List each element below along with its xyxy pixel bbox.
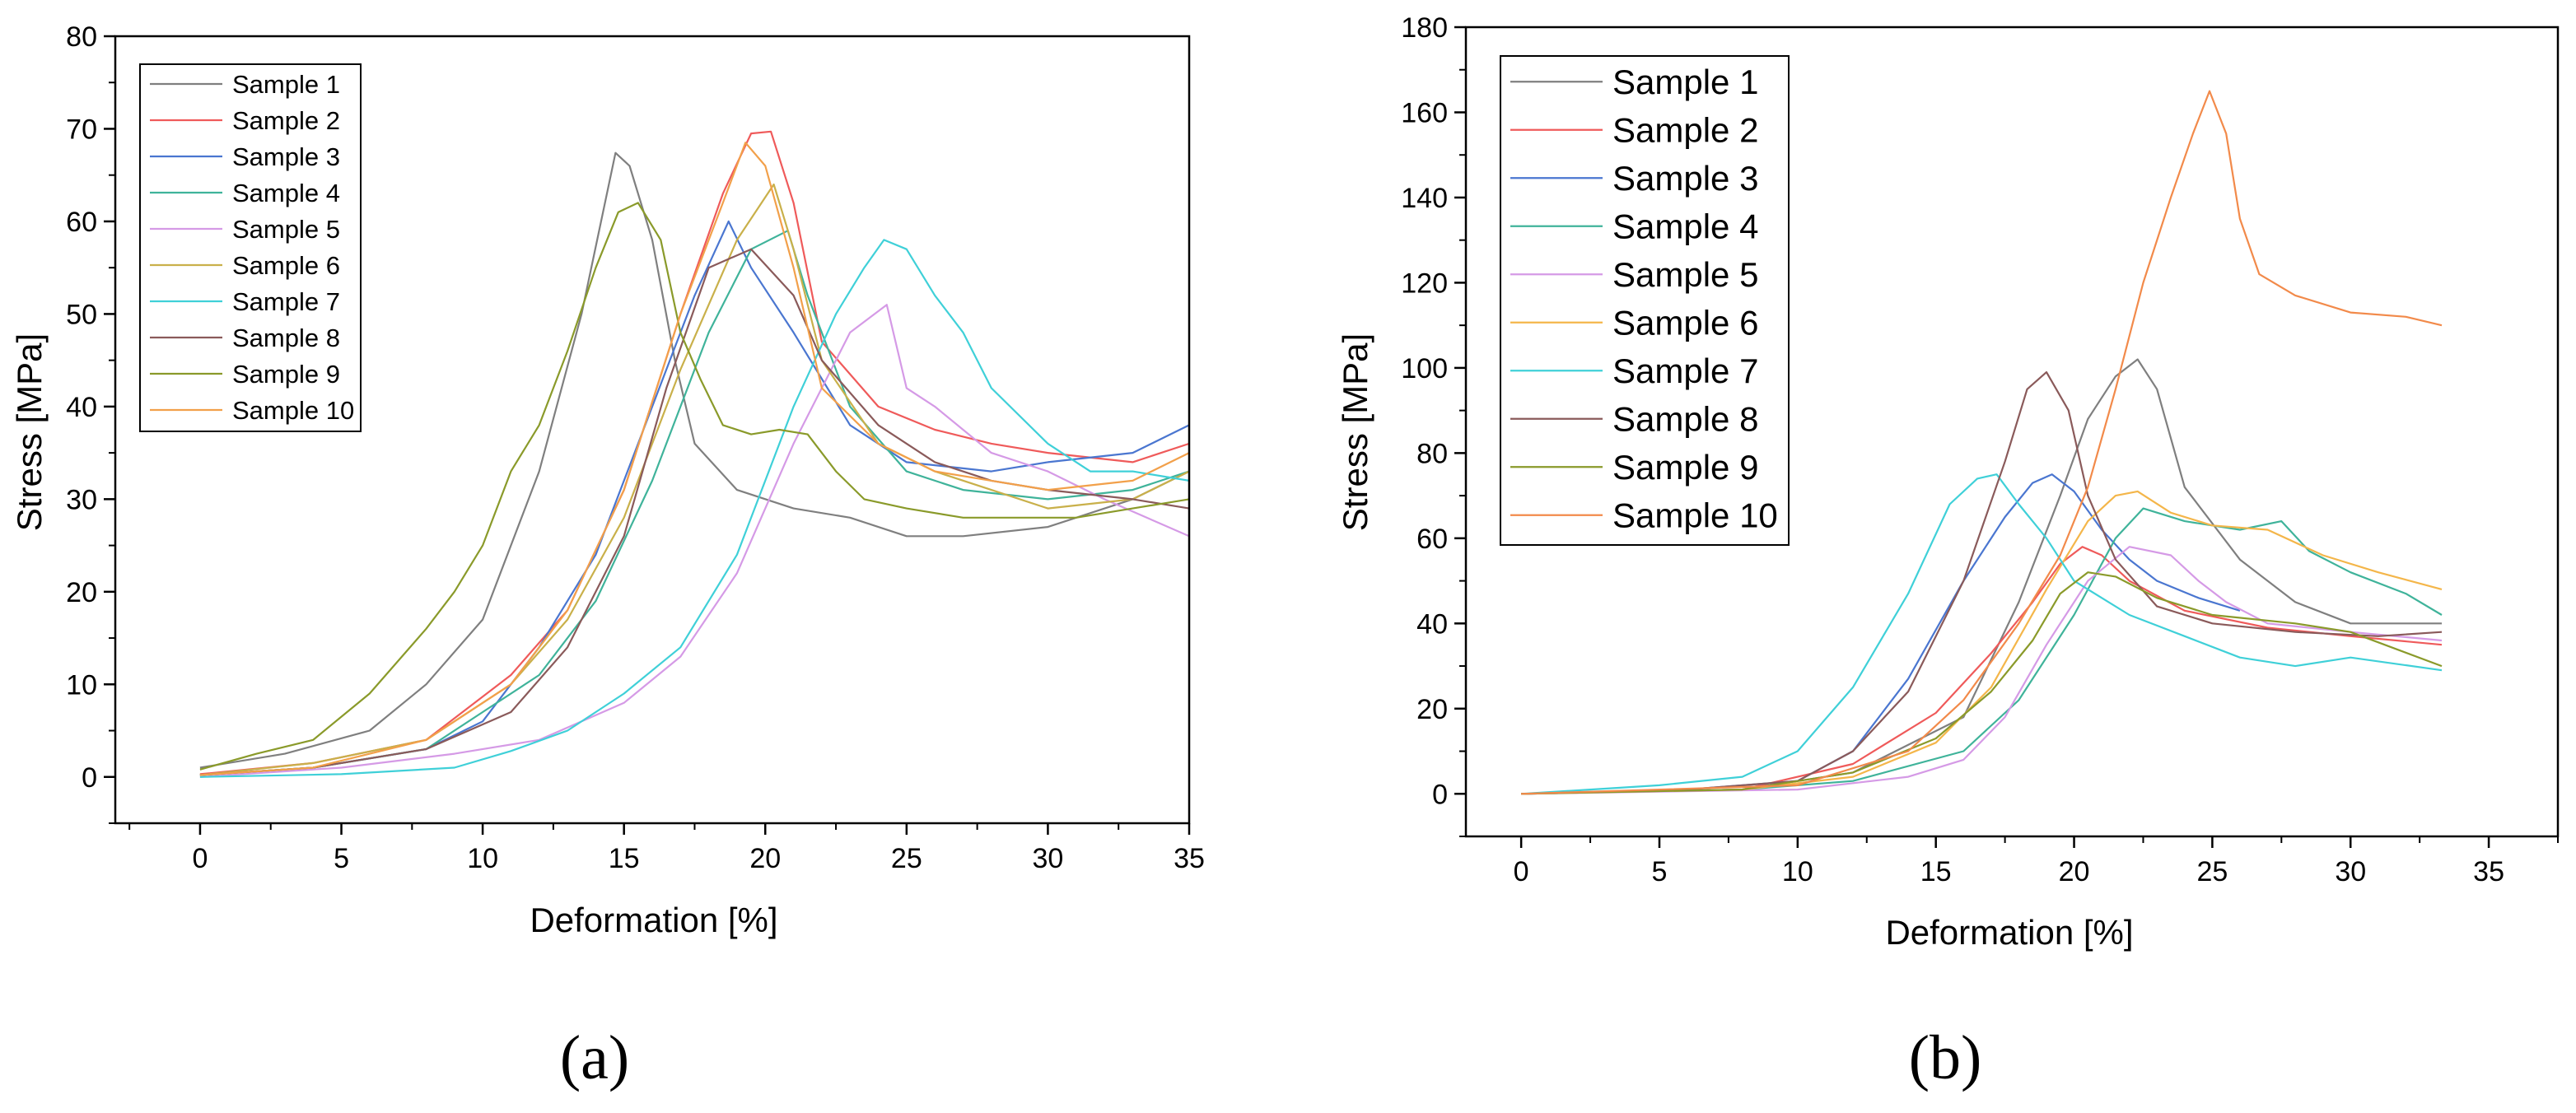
x-tick-label: 30 <box>2335 856 2366 887</box>
y-tick-label: 140 <box>1401 183 1448 214</box>
series-line-sample-9 <box>1521 571 2443 795</box>
x-tick-label: 15 <box>609 843 640 874</box>
series-line-sample-1 <box>1521 358 2442 795</box>
y-tick-label: 40 <box>66 392 97 423</box>
y-tick-label: 100 <box>1401 353 1448 384</box>
legend: Sample 1 Sample 2 Sample 3 Sample 4 Sample 5… <box>1500 55 1790 546</box>
legend-label-sample-5: Sample 5 <box>232 215 340 244</box>
y-tick-label: 120 <box>1401 268 1448 299</box>
x-tick-label: 0 <box>1514 856 1529 887</box>
x-axis-title: Deformation [%] <box>530 901 777 939</box>
y-tick-label: 180 <box>1401 12 1448 44</box>
legend-label-sample-1: Sample 1 <box>232 70 340 99</box>
x-tick-label: 20 <box>749 843 781 874</box>
series-line-sample-10 <box>199 142 1189 776</box>
y-tick-label: 80 <box>1416 438 1448 469</box>
series-line-sample-7 <box>1521 473 2443 795</box>
legend-label-sample-5: Sample 5 <box>1612 255 1758 294</box>
y-tick-label: 160 <box>1401 97 1448 128</box>
x-tick-label: 35 <box>1174 843 1205 874</box>
legend-label-sample-6: Sample 6 <box>232 251 340 280</box>
series-line-sample-2 <box>199 130 1189 775</box>
series-line-sample-1 <box>199 151 1189 769</box>
series-line-sample-6 <box>1521 490 2443 795</box>
x-tick-label: 5 <box>1652 856 1668 887</box>
y-tick-label: 70 <box>66 114 97 145</box>
legend-box <box>1500 55 1790 546</box>
series-line-sample-3 <box>199 220 1189 776</box>
x-tick-label: 25 <box>891 843 922 874</box>
series-line-sample-8 <box>1521 371 2443 795</box>
legend-label-sample-9: Sample 9 <box>232 360 340 389</box>
series-line-sample-9 <box>199 202 1189 771</box>
legend-label-sample-3: Sample 3 <box>232 142 340 171</box>
series-line-sample-7 <box>199 239 1189 778</box>
y-tick-label: 0 <box>1432 779 1448 810</box>
x-tick-label: 10 <box>467 843 498 874</box>
legend-label-sample-7: Sample 7 <box>1612 352 1758 390</box>
x-tick-label: 10 <box>1782 856 1813 887</box>
y-tick-label: 50 <box>66 299 97 330</box>
series-line-sample-2 <box>1521 546 2443 795</box>
y-tick-label: 80 <box>66 21 97 53</box>
chart-a: Deformation [%] Stress [MPa] (a) 0 5 10 15 2… <box>10 21 1205 1092</box>
y-axis-title: Stress [MPa] <box>1336 333 1374 531</box>
legend-label-sample-1: Sample 1 <box>1612 63 1758 101</box>
y-tick-label: 0 <box>82 762 97 794</box>
y-tick-label: 60 <box>1416 524 1448 555</box>
x-tick-label: 30 <box>1033 843 1064 874</box>
y-axis-title: Stress [MPa] <box>10 333 49 531</box>
series-line-sample-4 <box>1521 507 2443 795</box>
plot-frame <box>1464 26 2560 838</box>
series-line-sample-10 <box>1521 90 2443 795</box>
x-tick-label: 20 <box>2059 856 2090 887</box>
y-tick-label: 20 <box>1416 694 1448 725</box>
x-tick-label: 0 <box>192 843 208 874</box>
legend-label-sample-7: Sample 7 <box>232 287 340 316</box>
y-tick-label: 40 <box>1416 608 1448 640</box>
legend-label-sample-2: Sample 2 <box>232 106 340 135</box>
y-tick-label: 10 <box>66 669 97 701</box>
legend-label-sample-6: Sample 6 <box>1612 303 1758 342</box>
legend-box <box>139 63 362 432</box>
x-tick-label: 25 <box>2196 856 2228 887</box>
legend-label-sample-4: Sample 4 <box>232 179 340 207</box>
x-tick-label: 15 <box>1920 856 1952 887</box>
legend-label-sample-3: Sample 3 <box>1612 159 1758 198</box>
x-tick-label: 35 <box>2473 856 2504 887</box>
legend-label-sample-10: Sample 10 <box>1612 496 1778 534</box>
x-tick-label: 5 <box>334 843 349 874</box>
y-tick-label: 30 <box>66 484 97 515</box>
y-tick-label: 20 <box>66 577 97 608</box>
y-tick-label: 60 <box>66 207 97 238</box>
legend-label-sample-4: Sample 4 <box>1612 207 1758 245</box>
x-axis-title: Deformation [%] <box>1885 913 2133 952</box>
panel-label: (b) <box>1909 1023 1982 1092</box>
panel-label: (a) <box>560 1023 629 1092</box>
chart-b: Deformation [%] Stress [MPa] (b) 0 5 10 15 2… <box>1336 12 2560 1092</box>
legend-label-sample-8: Sample 8 <box>1612 399 1758 438</box>
legend-label-sample-2: Sample 2 <box>1612 110 1758 149</box>
legend-label-sample-8: Sample 8 <box>232 324 340 352</box>
legend-label-sample-10: Sample 10 <box>232 396 354 425</box>
legend-label-sample-9: Sample 9 <box>1612 448 1758 487</box>
plot-frame <box>114 35 1191 825</box>
legend: Sample 1 Sample 2 Sample 3 Sample 4 Sample 5… <box>139 63 362 432</box>
